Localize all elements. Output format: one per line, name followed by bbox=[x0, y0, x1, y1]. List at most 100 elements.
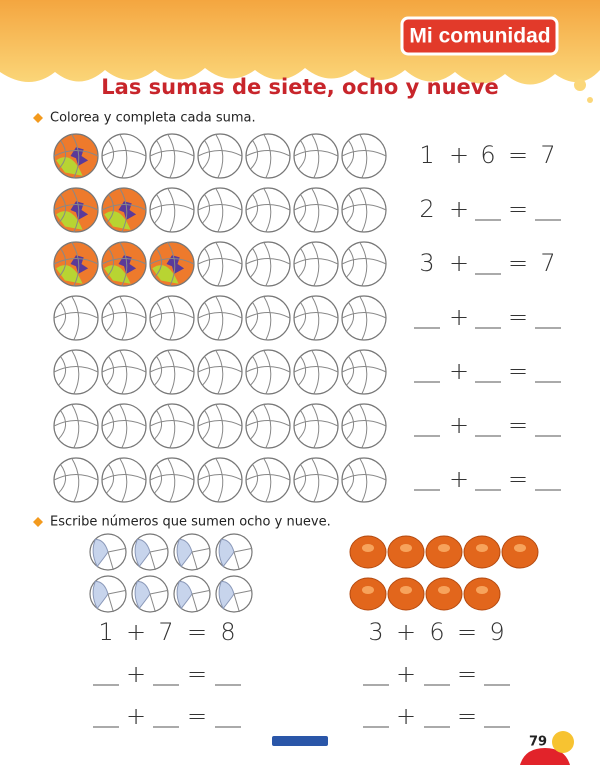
ball-seam bbox=[53, 457, 99, 503]
ball-patch bbox=[152, 265, 179, 284]
ball-patch bbox=[56, 265, 83, 284]
operator: + bbox=[126, 660, 146, 688]
ball-seam bbox=[245, 349, 291, 395]
ball-logo bbox=[70, 201, 89, 220]
ball bbox=[341, 295, 387, 341]
orange-highlight bbox=[438, 586, 450, 594]
orange-highlight bbox=[362, 586, 374, 594]
ball-seam bbox=[149, 457, 195, 503]
volleyball-seam bbox=[149, 589, 169, 613]
ball-seam bbox=[101, 133, 147, 179]
volleyball-panel bbox=[218, 538, 235, 568]
ball bbox=[101, 187, 147, 233]
ball-seam bbox=[149, 241, 195, 287]
operator: = bbox=[508, 249, 528, 277]
operator: + bbox=[449, 303, 469, 331]
page-number: 79 bbox=[529, 735, 547, 750]
equation-number: 7 bbox=[540, 141, 555, 169]
operator: = bbox=[508, 141, 528, 169]
ball bbox=[293, 457, 339, 503]
ball bbox=[53, 133, 99, 179]
ball-seam bbox=[197, 403, 243, 449]
bullet bbox=[33, 113, 43, 123]
ball bbox=[293, 349, 339, 395]
ball-seam bbox=[101, 241, 147, 287]
operator: + bbox=[396, 660, 416, 688]
orange bbox=[349, 535, 387, 569]
ball bbox=[245, 241, 291, 287]
equation-number: 3 bbox=[368, 618, 383, 646]
ball bbox=[245, 133, 291, 179]
orange-highlight bbox=[476, 586, 488, 594]
ball bbox=[293, 295, 339, 341]
operator: + bbox=[449, 411, 469, 439]
ball bbox=[245, 295, 291, 341]
volleyball bbox=[89, 533, 127, 571]
ball-seam bbox=[53, 295, 99, 341]
operator: = bbox=[508, 357, 528, 385]
volleyball-seam bbox=[191, 547, 211, 571]
ball bbox=[149, 133, 195, 179]
ball-seam bbox=[149, 187, 195, 233]
ball bbox=[149, 403, 195, 449]
ball-logo bbox=[166, 255, 185, 274]
operator: = bbox=[187, 660, 207, 688]
badge: Mi comunidad bbox=[409, 25, 550, 48]
ball bbox=[197, 187, 243, 233]
ball bbox=[53, 457, 99, 503]
volleyball-seam bbox=[233, 547, 253, 571]
equation-number: 6 bbox=[429, 618, 444, 646]
volleyball-seam bbox=[107, 589, 127, 613]
ball-seam bbox=[245, 187, 291, 233]
operator: = bbox=[187, 618, 207, 646]
operator: + bbox=[396, 702, 416, 730]
equation-number: 8 bbox=[220, 618, 235, 646]
ball-seam bbox=[53, 241, 99, 287]
operator: + bbox=[449, 357, 469, 385]
ball-seam bbox=[101, 295, 147, 341]
volleyball-seam bbox=[191, 589, 211, 613]
ball-seam bbox=[53, 403, 99, 449]
ball bbox=[341, 133, 387, 179]
operator: + bbox=[449, 141, 469, 169]
ball bbox=[293, 241, 339, 287]
equation-number: 7 bbox=[158, 618, 173, 646]
ball bbox=[101, 295, 147, 341]
volleyball bbox=[89, 575, 127, 613]
operator: = bbox=[457, 702, 477, 730]
ball-seam bbox=[149, 403, 195, 449]
volleyball bbox=[173, 533, 211, 571]
operator: + bbox=[126, 618, 146, 646]
volleyball-panel bbox=[218, 580, 235, 610]
ball bbox=[53, 349, 99, 395]
ball-seam bbox=[197, 133, 243, 179]
ball-seam bbox=[293, 241, 339, 287]
ball bbox=[101, 457, 147, 503]
corner-shape bbox=[520, 748, 570, 765]
ball-seam bbox=[101, 403, 147, 449]
equation-number: 1 bbox=[98, 618, 113, 646]
ball-seam bbox=[341, 241, 387, 287]
ball bbox=[245, 349, 291, 395]
equation-number: 9 bbox=[489, 618, 504, 646]
ball-seam bbox=[245, 133, 291, 179]
volleyball bbox=[215, 575, 253, 613]
ball bbox=[245, 403, 291, 449]
operator: + bbox=[449, 465, 469, 493]
ball-patch bbox=[56, 211, 83, 230]
ball-seam bbox=[293, 295, 339, 341]
instruction: Escribe números que sumen ocho y nueve. bbox=[50, 515, 331, 530]
operator: + bbox=[396, 618, 416, 646]
operator: + bbox=[126, 702, 146, 730]
ball-seam bbox=[293, 349, 339, 395]
operator: = bbox=[508, 411, 528, 439]
ball bbox=[341, 187, 387, 233]
ball bbox=[101, 403, 147, 449]
ball-patch bbox=[56, 157, 83, 176]
ball bbox=[293, 187, 339, 233]
ball-seam bbox=[341, 133, 387, 179]
orange-highlight bbox=[362, 544, 374, 552]
ball bbox=[341, 241, 387, 287]
equation-number: 2 bbox=[419, 195, 434, 223]
